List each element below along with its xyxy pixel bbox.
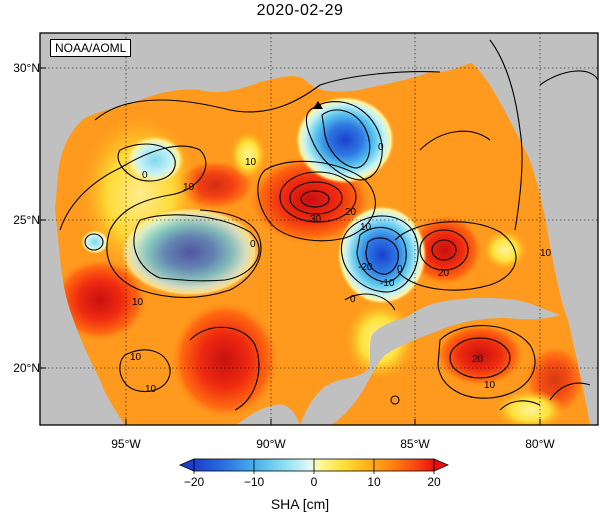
contour-label: 0 — [397, 264, 403, 275]
axis-ticks — [40, 67, 541, 425]
lon-label: 85°W — [400, 437, 430, 451]
colorbar-tick-label: −20 — [183, 475, 205, 489]
buoy-marker-icon — [313, 101, 323, 109]
contour-label: 30 — [310, 214, 322, 225]
lon-label: 90°W — [256, 437, 286, 451]
lat-label: 30°N — [13, 61, 40, 75]
contour-label: 10 — [540, 248, 552, 259]
contour-label: -10 — [380, 278, 395, 289]
lat-label: 25°N — [13, 213, 40, 227]
contour-label: 20 — [345, 207, 357, 218]
lat-label: 20°N — [13, 361, 40, 375]
map-frame — [39, 32, 599, 426]
lon-label: 95°W — [111, 437, 141, 451]
contour-label: 10 — [360, 222, 372, 233]
contour-label: 20 — [438, 268, 450, 279]
contour-lines — [59, 39, 598, 411]
contour-label: 0 — [378, 142, 384, 153]
lon-label: 80°W — [525, 437, 555, 451]
contour-label: 0 — [142, 170, 148, 181]
contour-label: 0 — [350, 294, 356, 305]
contour-labels: 0 10 10 0 30 20 10 0 -10 -20 20 20 10 10… — [130, 142, 552, 395]
land — [40, 33, 598, 425]
contour-label: 10 — [484, 380, 496, 391]
contour-label: 0 — [250, 239, 256, 250]
colorbar-tick-label: 0 — [310, 475, 318, 489]
source-label: NOAA/AOML — [50, 39, 132, 57]
contour-label: 10 — [245, 157, 257, 168]
colorbar-title: SHA [cm] — [270, 496, 330, 512]
colorbar-tick-label: 10 — [367, 475, 381, 489]
colorbar-tick-label: −10 — [243, 475, 265, 489]
map-title: 2020-02-29 — [256, 2, 344, 19]
contour-label: -20 — [358, 262, 373, 273]
contour-label: 10 — [130, 352, 142, 363]
contour-label: 10 — [183, 182, 195, 193]
colorbar-tick-label: 20 — [427, 475, 441, 489]
contour-label: 10 — [132, 297, 144, 308]
contour-label: 20 — [472, 354, 484, 365]
colorbar — [178, 458, 450, 474]
contour-label: 10 — [145, 384, 157, 395]
graticule — [40, 33, 598, 425]
